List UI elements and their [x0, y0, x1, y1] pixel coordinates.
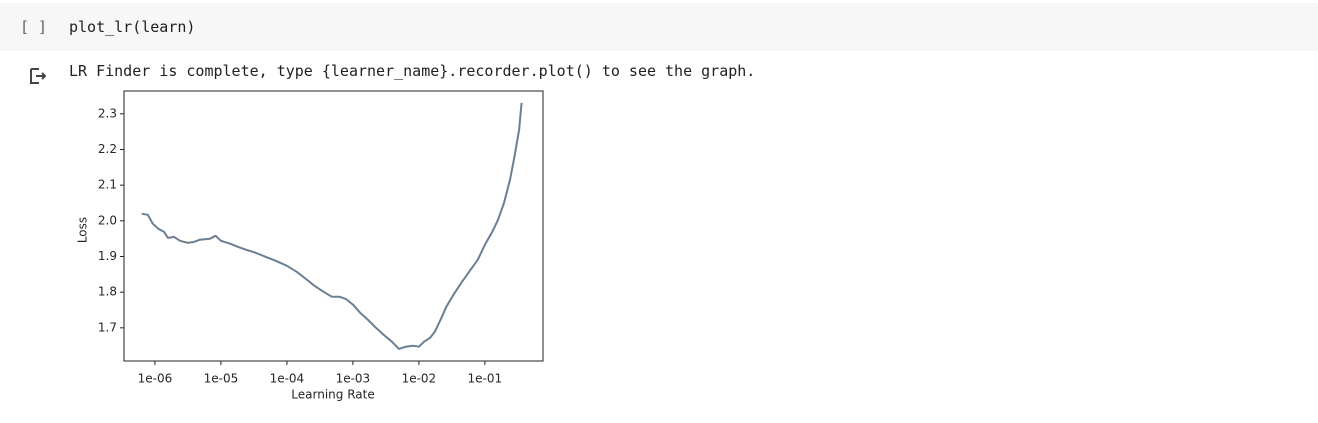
code-cell: [ ] plot_lr(learn) [0, 3, 1318, 51]
y-tick-label: 2.1 [98, 178, 117, 192]
y-tick-label: 1.8 [98, 285, 117, 299]
y-tick-label: 2.2 [98, 142, 117, 156]
x-tick-label: 1e-04 [270, 372, 305, 386]
y-tick-label: 2.0 [98, 213, 117, 227]
axes-frame [123, 90, 544, 362]
y-tick-label: 1.7 [98, 320, 117, 334]
run-prompt[interactable]: [ ] [20, 18, 48, 36]
output-text: LR Finder is complete, type {learner_nam… [69, 62, 756, 80]
y-axis-label: Loss [76, 217, 90, 243]
x-tick-label: 1e-03 [336, 372, 371, 386]
x-tick-label: 1e-05 [204, 372, 239, 386]
output-icon[interactable] [28, 66, 48, 86]
loss-line [141, 102, 523, 350]
x-tick-label: 1e-01 [468, 372, 503, 386]
x-tick-label: 1e-06 [138, 372, 173, 386]
y-tick-label: 2.3 [98, 106, 117, 120]
x-tick-label: 1e-02 [402, 372, 437, 386]
code[interactable]: plot_lr(learn) [69, 18, 196, 36]
y-tick-label: 1.9 [98, 249, 117, 263]
x-axis-label: Learning Rate [291, 388, 374, 402]
